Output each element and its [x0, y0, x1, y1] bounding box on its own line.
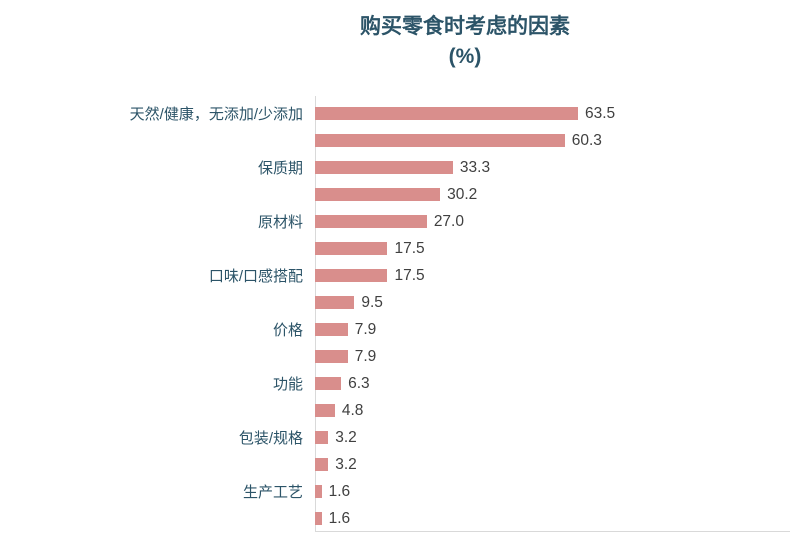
bar	[315, 134, 565, 147]
bar	[315, 161, 453, 174]
bar-track: 9.5	[315, 289, 800, 316]
bar-row: 包装/规格 3.2	[0, 424, 800, 451]
y-axis-line	[315, 96, 316, 532]
bar	[315, 242, 388, 255]
bar-row: 口味/口感搭配 17.5	[0, 262, 800, 289]
value-label: 7.9	[354, 320, 377, 338]
bar-track: 3.2	[315, 451, 800, 478]
value-label: 4.8	[341, 401, 364, 419]
value-label: 60.3	[571, 131, 602, 149]
bar-row: 价格 7.9	[0, 316, 800, 343]
category-label: 包装/规格	[238, 430, 303, 447]
bar-track: 27.0	[315, 208, 800, 235]
bar-track: 7.9	[315, 316, 800, 343]
bar-track: 60.3	[315, 127, 800, 154]
value-label: 1.6	[328, 509, 351, 527]
chart-subtitle: (%)	[448, 45, 482, 69]
value-label: 6.3	[348, 374, 370, 392]
chart-title: 购买零食时考虑的因素	[360, 15, 570, 38]
value-label: 63.5	[585, 104, 616, 122]
bar-track: 63.5	[315, 100, 800, 127]
value-label: 7.9	[354, 347, 377, 365]
bar	[315, 107, 578, 120]
bar-row: 保质期 33.3	[0, 154, 800, 181]
bar	[315, 323, 348, 336]
bar-row: 30.2	[0, 181, 800, 208]
category-label: 天然/健康，无添加/少添加	[129, 106, 303, 123]
bar-row: 60.3	[0, 127, 800, 154]
bar-track: 3.2	[315, 424, 800, 451]
category-label: 原材料	[257, 214, 303, 231]
bar-track: 33.3	[315, 154, 800, 181]
bar-row: 4.8	[0, 397, 800, 424]
value-label: 3.2	[335, 455, 357, 473]
value-label: 27.0	[433, 212, 464, 230]
value-label: 33.3	[459, 158, 491, 176]
category-label: 价格	[272, 322, 303, 339]
bar-row: 功能 6.3	[0, 370, 800, 397]
bar	[315, 188, 441, 201]
category-label: 口味/口感搭配	[208, 268, 303, 285]
category-label: 保质期	[257, 160, 303, 177]
bar	[315, 296, 355, 309]
bar-row: 生产工艺 1.6	[0, 478, 800, 505]
bar-track: 6.3	[315, 370, 800, 397]
bar-track: 30.2	[315, 181, 800, 208]
bar-track: 1.6	[315, 505, 800, 532]
bar	[315, 350, 348, 363]
bar-row: 17.5	[0, 235, 800, 262]
bar-row: 9.5	[0, 289, 800, 316]
bar	[315, 485, 322, 498]
category-label: 生产工艺	[242, 484, 303, 501]
bar-track: 4.8	[315, 397, 800, 424]
plot-area: 天然/健康，无添加/少添加 63.5 60.3 保质期 33.3 30.2 原材料 27.0 1…	[0, 100, 800, 532]
category-label: 功能	[272, 376, 303, 393]
bar-row: 3.2	[0, 451, 800, 478]
bar	[315, 458, 329, 471]
bar	[315, 404, 335, 417]
bar-track: 17.5	[315, 262, 800, 289]
value-label: 17.5	[394, 239, 425, 257]
bar-track: 7.9	[315, 343, 800, 370]
value-label: 3.2	[335, 428, 357, 446]
value-label: 30.2	[447, 185, 478, 203]
value-label: 9.5	[361, 293, 383, 311]
bar	[315, 512, 322, 525]
value-label: 17.5	[394, 266, 425, 284]
bar-track: 1.6	[315, 478, 800, 505]
bar	[315, 215, 427, 228]
bar-row: 1.6	[0, 505, 800, 532]
bar	[315, 269, 388, 282]
chart-title-block: 购买零食时考虑的因素 (%)	[130, 12, 800, 73]
bar-row: 天然/健康，无添加/少添加 63.5	[0, 100, 800, 127]
bar-row: 7.9	[0, 343, 800, 370]
bar	[315, 377, 342, 390]
bar-row: 原材料 27.0	[0, 208, 800, 235]
bar-track: 17.5	[315, 235, 800, 262]
bar	[315, 431, 329, 444]
x-axis-line	[315, 531, 790, 532]
value-label: 1.6	[328, 482, 351, 500]
